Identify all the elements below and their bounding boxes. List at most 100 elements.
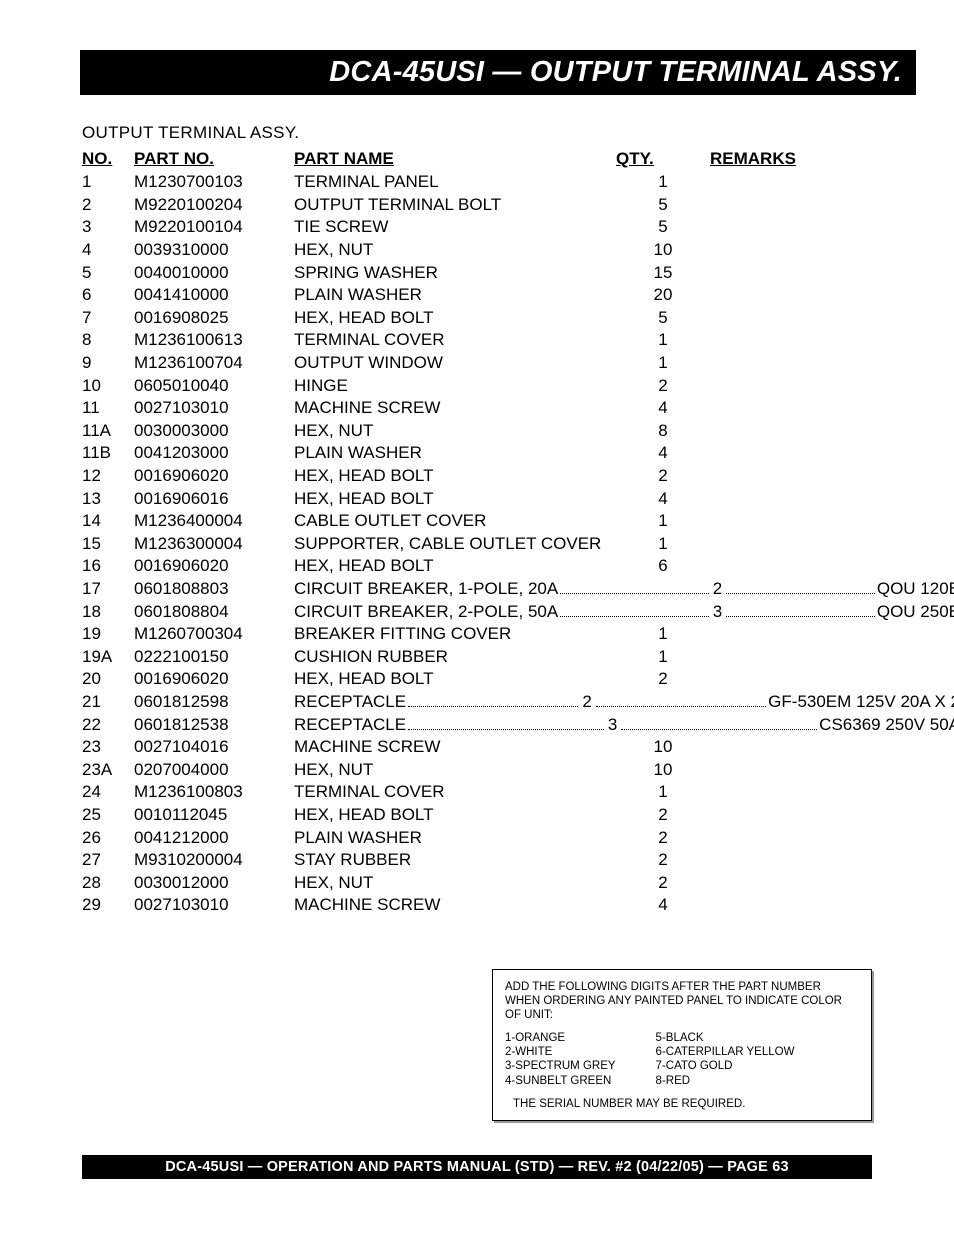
cell-name: TERMINAL COVER xyxy=(294,781,616,804)
cell-partno: 0041203000 xyxy=(134,442,294,465)
cell-partno: M1230700103 xyxy=(134,171,294,194)
cell-no: 15 xyxy=(82,533,134,556)
cell-no: 2 xyxy=(82,194,134,217)
cell-remarks xyxy=(710,171,954,194)
cell-remarks xyxy=(710,668,954,691)
cell-no: 22 xyxy=(82,713,134,736)
cell-name: TERMINAL PANEL xyxy=(294,171,616,194)
cell-remarks xyxy=(710,487,954,510)
table-row: 19M1260700304BREAKER FITTING COVER1 xyxy=(82,623,954,646)
cell-name: OUTPUT WINDOW xyxy=(294,352,616,375)
cell-remarks xyxy=(710,555,954,578)
cell-name: HEX, HEAD BOLT xyxy=(294,465,616,488)
cell-remarks xyxy=(710,623,954,646)
cell-no: 16 xyxy=(82,555,134,578)
cell-qty: 1 xyxy=(616,533,710,556)
leader-dots xyxy=(726,616,875,617)
cell-partno: 0016906020 xyxy=(134,668,294,691)
color-code-item: 3-SPECTRUM GREY xyxy=(505,1059,616,1073)
cell-no: 1 xyxy=(82,171,134,194)
cell-remarks xyxy=(710,645,954,668)
cell-remarks xyxy=(710,533,954,556)
table-row: 23A0207004000HEX, NUT10 xyxy=(82,758,954,781)
col-header-qty: QTY. xyxy=(616,149,710,171)
col-header-remarks: REMARKS xyxy=(710,149,954,171)
color-instruction: ADD THE FOLLOWING DIGITS AFTER THE PART … xyxy=(505,980,859,1023)
cell-name: PLAIN WASHER xyxy=(294,284,616,307)
cell-remarks xyxy=(710,420,954,443)
table-row: 120016906020HEX, HEAD BOLT2 xyxy=(82,465,954,488)
cell-qty: 10 xyxy=(616,758,710,781)
cell-no: 26 xyxy=(82,826,134,849)
cell-partno: 0040010000 xyxy=(134,261,294,284)
cell-name: CIRCUIT BREAKER, 1-POLE, 20A xyxy=(294,579,558,599)
cell-no: 10 xyxy=(82,374,134,397)
cell-qty: 20 xyxy=(616,284,710,307)
page: DCA-45USI — OUTPUT TERMINAL ASSY. OUTPUT… xyxy=(0,0,954,1209)
color-code-item: 5-BLACK xyxy=(656,1031,795,1045)
cell-remarks xyxy=(710,849,954,872)
leader-dots xyxy=(726,593,875,594)
cell-name: SUPPORTER, CABLE OUTLET COVER xyxy=(294,533,616,556)
cell-partno: 0030012000 xyxy=(134,871,294,894)
cell-name: HEX, NUT xyxy=(294,420,616,443)
col-header-name: PART NAME xyxy=(294,149,616,171)
cell-partno: M1236300004 xyxy=(134,533,294,556)
color-code-item: 4-SUNBELT GREEN xyxy=(505,1074,616,1088)
cell-name: SPRING WASHER xyxy=(294,261,616,284)
cell-partno: M1236100613 xyxy=(134,329,294,352)
cell-no: 28 xyxy=(82,871,134,894)
cell-partno: M1236100803 xyxy=(134,781,294,804)
table-row: 24M1236100803TERMINAL COVER1 xyxy=(82,781,954,804)
cell-partno: 0041410000 xyxy=(134,284,294,307)
table-row: 14M1236400004CABLE OUTLET COVER1 xyxy=(82,510,954,533)
leader-dots xyxy=(408,729,604,730)
col-header-no: NO. xyxy=(82,149,134,171)
leader-dots xyxy=(560,616,709,617)
cell-qty: 4 xyxy=(616,442,710,465)
cell-name: BREAKER FITTING COVER xyxy=(294,623,616,646)
cell-no: 9 xyxy=(82,352,134,375)
cell-no: 21 xyxy=(82,691,134,714)
cell-partno: 0016906020 xyxy=(134,555,294,578)
color-code-item: 2-WHITE xyxy=(505,1045,616,1059)
table-row: 1M1230700103TERMINAL PANEL1 xyxy=(82,171,954,194)
parts-table: NO. PART NO. PART NAME QTY. REMARKS 1M12… xyxy=(82,149,954,917)
cell-name: HEX, HEAD BOLT xyxy=(294,668,616,691)
table-row: 9M1236100704OUTPUT WINDOW1 xyxy=(82,352,954,375)
cell-qty: 1 xyxy=(616,510,710,533)
table-row: 170601808803CIRCUIT BREAKER, 1-POLE, 20A… xyxy=(82,578,954,601)
cell-name: MACHINE SCREW xyxy=(294,736,616,759)
cell-qty: 2 xyxy=(616,668,710,691)
cell-partno: 0016908025 xyxy=(134,307,294,330)
cell-qty: 2 xyxy=(616,465,710,488)
cell-partno: 0027104016 xyxy=(134,736,294,759)
cell-remarks xyxy=(710,736,954,759)
cell-remarks xyxy=(710,239,954,262)
cell-name: HEX, HEAD BOLT xyxy=(294,487,616,510)
color-code-item: 6-CATERPILLAR YELLOW xyxy=(656,1045,795,1059)
cell-name-qty-rem: CIRCUIT BREAKER, 1-POLE, 20A 2 QOU 120B xyxy=(294,578,954,601)
cell-no: 19 xyxy=(82,623,134,646)
cell-partno: 0030003000 xyxy=(134,420,294,443)
cell-qty: 15 xyxy=(616,261,710,284)
cell-name: TERMINAL COVER xyxy=(294,329,616,352)
cell-no: 11 xyxy=(82,397,134,420)
table-row: 130016906016HEX, HEAD BOLT4 xyxy=(82,487,954,510)
cell-no: 23 xyxy=(82,736,134,759)
cell-qty: 2 xyxy=(580,692,593,712)
cell-qty: 3 xyxy=(606,715,619,735)
cell-no: 8 xyxy=(82,329,134,352)
color-code-item: 7-CATO GOLD xyxy=(656,1059,795,1073)
cell-remarks xyxy=(710,194,954,217)
cell-remarks: CS6369 250V 50A xyxy=(819,715,954,735)
cell-name: MACHINE SCREW xyxy=(294,397,616,420)
cell-no: 5 xyxy=(82,261,134,284)
cell-remarks xyxy=(710,374,954,397)
cell-remarks xyxy=(710,758,954,781)
cell-partno: 0601808804 xyxy=(134,600,294,623)
cell-qty: 2 xyxy=(616,804,710,827)
cell-qty: 1 xyxy=(616,623,710,646)
table-row: 2M9220100204OUTPUT TERMINAL BOLT5 xyxy=(82,194,954,217)
cell-qty: 1 xyxy=(616,781,710,804)
